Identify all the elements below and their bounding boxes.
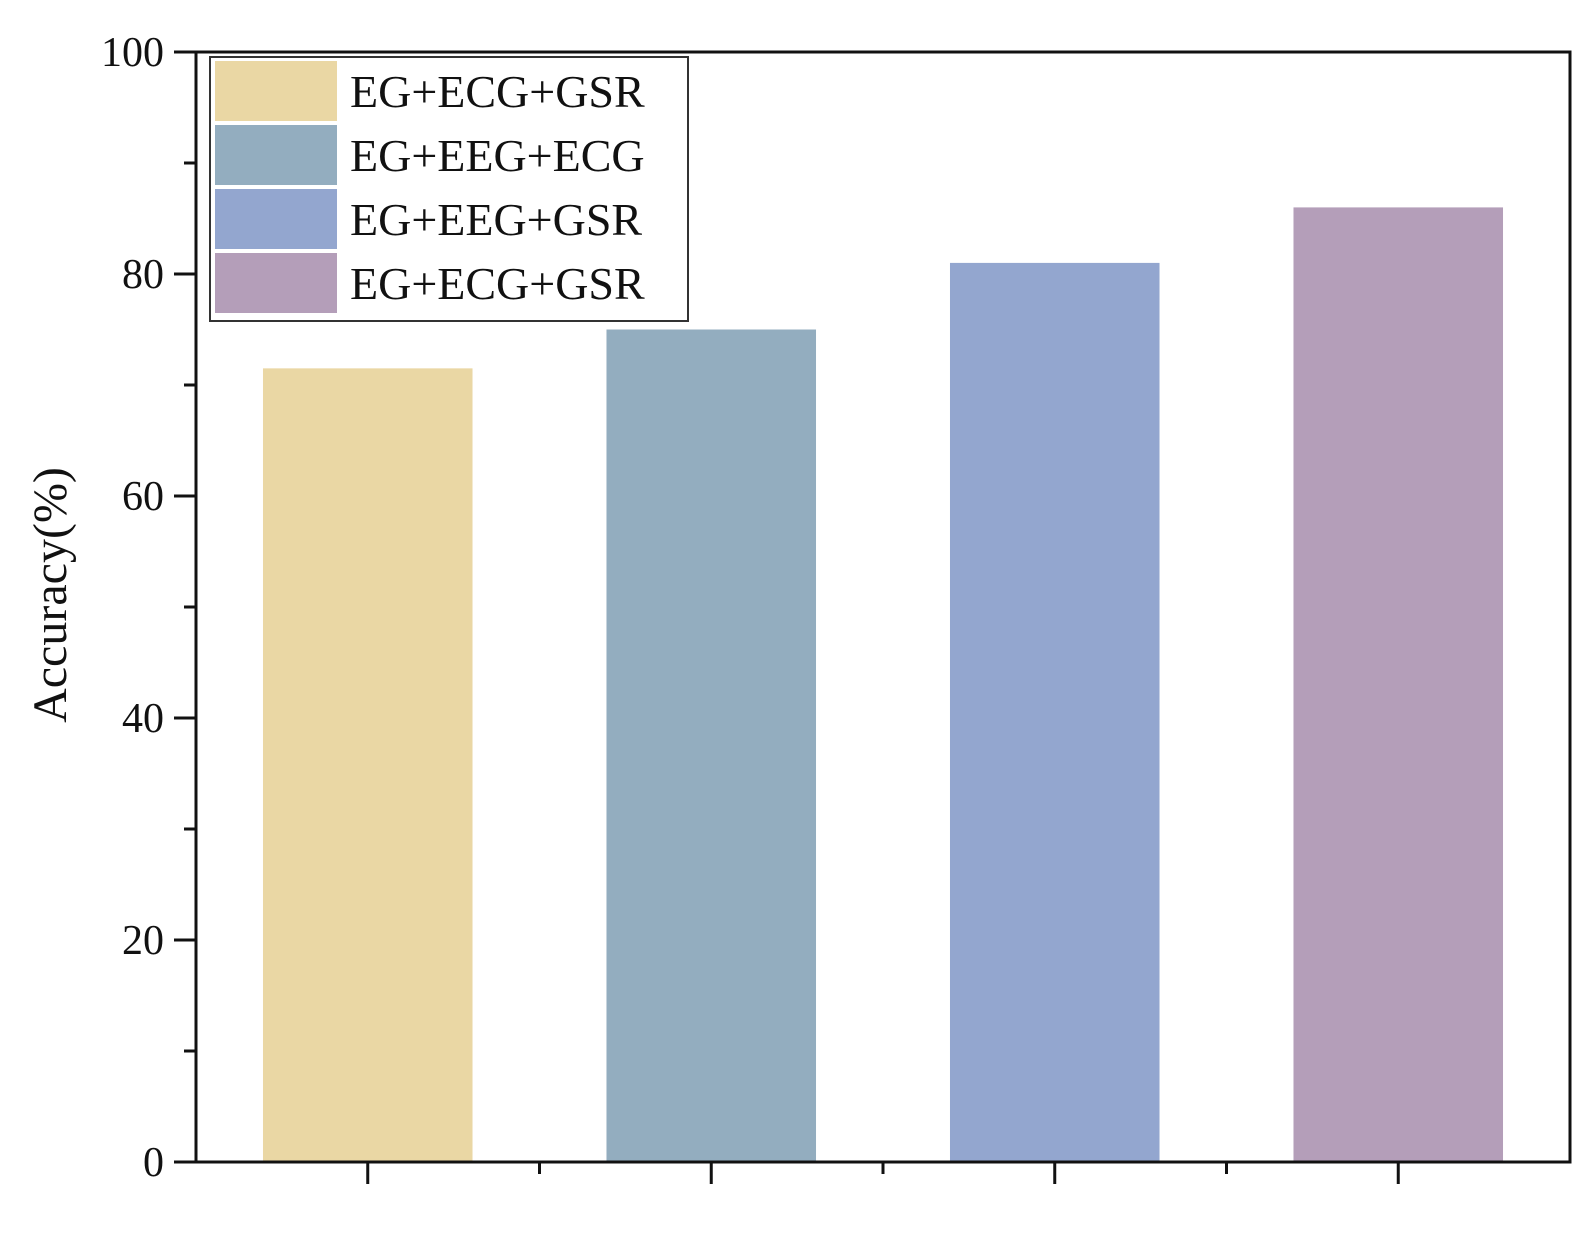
y-axis-title: Accuracy(%) bbox=[24, 467, 77, 723]
legend-label-2: EG+EEG+ECG bbox=[350, 130, 645, 181]
bar-3 bbox=[949, 262, 1160, 1162]
legend: EG+ECG+GSR EG+EEG+ECG EG+EEG+GSR EG+ECG+GSR bbox=[209, 56, 689, 322]
legend-swatch-2 bbox=[215, 125, 337, 185]
legend-swatch-3 bbox=[215, 189, 337, 249]
y-tick-label: 80 bbox=[122, 252, 164, 298]
y-tick-label: 40 bbox=[122, 696, 164, 742]
y-tick-label: 0 bbox=[143, 1140, 164, 1186]
legend-label-4: EG+ECG+GSR bbox=[350, 258, 645, 309]
legend-swatch-1 bbox=[215, 61, 337, 121]
y-tick-label: 100 bbox=[101, 30, 164, 76]
bar-2 bbox=[606, 329, 817, 1162]
bar-4 bbox=[1293, 207, 1504, 1162]
legend-label-1: EG+ECG+GSR bbox=[350, 66, 645, 117]
bars-group bbox=[262, 207, 1504, 1163]
y-tick-label: 20 bbox=[122, 918, 164, 964]
bar-1 bbox=[262, 368, 473, 1163]
legend-swatch-4 bbox=[215, 253, 337, 313]
y-tick-label: 60 bbox=[122, 474, 164, 520]
legend-label-3: EG+EEG+GSR bbox=[350, 194, 642, 245]
axes-group: 0 20 40 60 80 100 bbox=[101, 30, 1572, 1186]
